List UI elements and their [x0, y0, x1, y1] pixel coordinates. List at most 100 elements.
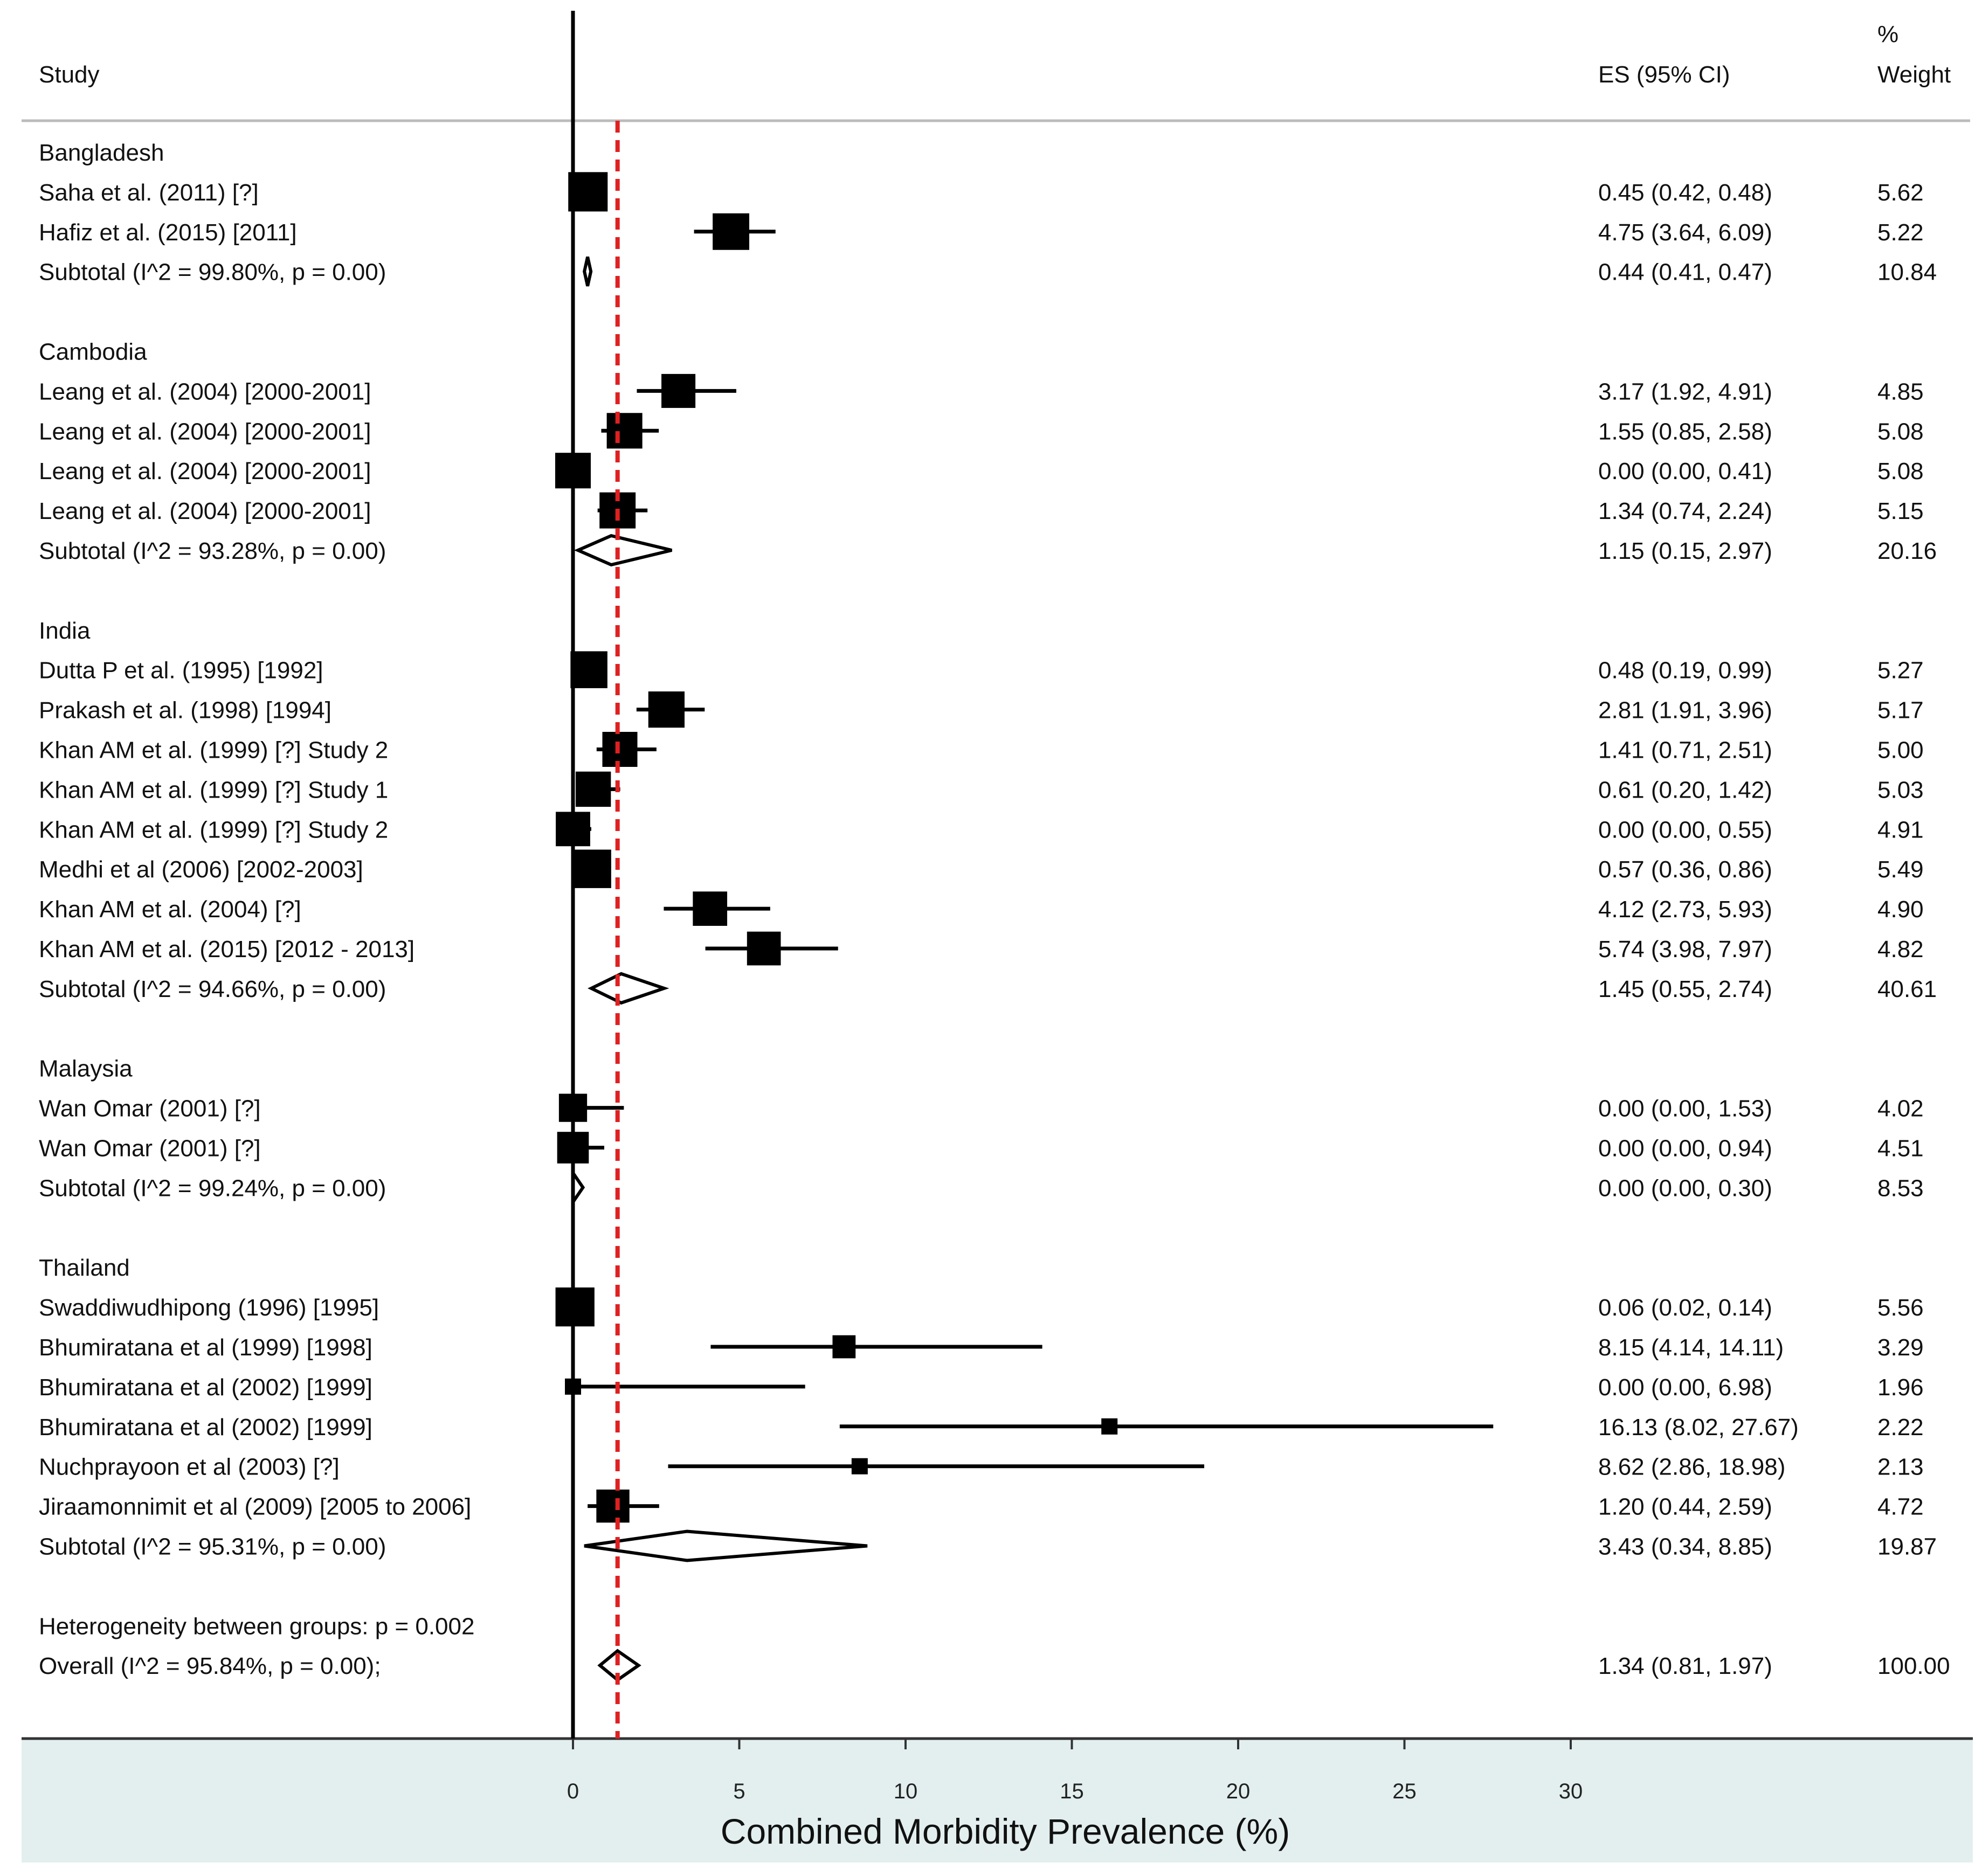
group-label: India	[39, 618, 91, 644]
es-value: 0.48 (0.19, 0.99)	[1598, 657, 1772, 684]
weight-value: 5.08	[1877, 418, 1924, 445]
note-label: Heterogeneity between groups: p = 0.002	[39, 1613, 474, 1639]
axis-band	[22, 1739, 1973, 1863]
study-label: Leang et al. (2004) [2000-2001]	[39, 458, 371, 484]
es-value: 3.17 (1.92, 4.91)	[1598, 378, 1772, 405]
study-marker	[572, 849, 611, 888]
study-marker	[713, 213, 750, 250]
weight-value: 5.62	[1877, 179, 1924, 206]
weight-value: 4.85	[1877, 378, 1924, 405]
weight-value: 4.90	[1877, 896, 1924, 923]
weight-value: 1.96	[1877, 1374, 1924, 1401]
subtotal-label: Subtotal (I^2 = 93.28%, p = 0.00)	[39, 538, 386, 564]
x-axis-title: Combined Morbidity Prevalence (%)	[721, 1811, 1290, 1851]
study-label: Leang et al. (2004) [2000-2001]	[39, 418, 371, 445]
study-marker	[575, 771, 611, 807]
study-label: Bhumiratana et al (1999) [1998]	[39, 1334, 372, 1361]
es-value: 1.15 (0.15, 2.97)	[1598, 538, 1772, 564]
weight-value: 4.82	[1877, 936, 1924, 963]
weight-value: 3.29	[1877, 1334, 1924, 1361]
header-study: Study	[39, 61, 100, 88]
es-value: 2.81 (1.91, 3.96)	[1598, 697, 1772, 724]
es-value: 8.15 (4.14, 14.11)	[1598, 1334, 1784, 1361]
es-value: 0.00 (0.00, 1.53)	[1598, 1096, 1772, 1122]
study-label: Hafiz et al. (2015) [2011]	[39, 219, 297, 246]
weight-value: 2.13	[1877, 1454, 1924, 1480]
weight-value: 5.00	[1877, 737, 1924, 764]
study-label: Khan AM et al. (2015) [2012 - 2013]	[39, 936, 415, 963]
es-value: 0.61 (0.20, 1.42)	[1598, 777, 1772, 803]
study-marker	[596, 1489, 630, 1523]
subtotal-diamond	[583, 257, 593, 287]
header-es: ES (95% CI)	[1598, 61, 1730, 88]
weight-value: 5.17	[1877, 697, 1924, 724]
study-label: Bhumiratana et al (2002) [1999]	[39, 1374, 372, 1401]
x-tick-label: 5	[733, 1780, 745, 1803]
x-axis: 0 5 10 15 20 25 30	[567, 1739, 1583, 1803]
weight-value: 2.22	[1877, 1414, 1924, 1441]
group-label: Bangladesh	[39, 140, 164, 166]
study-marker	[661, 373, 696, 408]
es-value: 1.55 (0.85, 2.58)	[1598, 418, 1772, 445]
study-label: Khan AM et al. (1999) [?] Study 2	[39, 816, 388, 843]
subtotal-label: Subtotal (I^2 = 95.31%, p = 0.00)	[39, 1534, 386, 1560]
es-value: 0.00 (0.00, 0.94)	[1598, 1136, 1772, 1162]
x-tick-label: 30	[1559, 1780, 1583, 1803]
subtotal-label: Subtotal (I^2 = 94.66%, p = 0.00)	[39, 976, 386, 1002]
es-value: 0.00 (0.00, 6.98)	[1598, 1374, 1772, 1401]
es-value: 16.13 (8.02, 27.67)	[1598, 1414, 1799, 1441]
study-label: Leang et al. (2004) [2000-2001]	[39, 498, 371, 524]
study-marker	[648, 691, 685, 728]
weight-value: 20.16	[1877, 538, 1937, 564]
es-value: 0.06 (0.02, 0.14)	[1598, 1294, 1772, 1321]
group-label: Cambodia	[39, 339, 147, 365]
x-tick-label: 20	[1226, 1780, 1251, 1803]
header-weight: Weight	[1877, 61, 1951, 88]
study-label: Nuchprayoon et al (2003) [?]	[39, 1454, 340, 1480]
study-marker	[851, 1458, 868, 1475]
group-label: Malaysia	[39, 1056, 133, 1082]
x-tick-label: 25	[1392, 1780, 1417, 1803]
overall-diamond	[597, 1649, 641, 1682]
study-marker	[555, 1287, 595, 1327]
study-label: Wan Omar (2001) [?]	[39, 1136, 261, 1162]
es-value: 8.62 (2.86, 18.98)	[1598, 1454, 1785, 1480]
study-label: Wan Omar (2001) [?]	[39, 1096, 261, 1122]
study-label: Prakash et al. (1998) [1994]	[39, 697, 332, 724]
subtotal-diamond	[588, 972, 669, 1005]
study-marker	[606, 413, 643, 449]
es-value: 3.43 (0.34, 8.85)	[1598, 1534, 1772, 1560]
weight-value: 40.61	[1877, 976, 1937, 1002]
header-weight-top: %	[1877, 21, 1898, 47]
weight-value: 5.08	[1877, 458, 1924, 484]
study-marker	[570, 651, 607, 688]
weight-value: 4.02	[1877, 1096, 1924, 1122]
subtotal-diamond	[584, 1529, 868, 1562]
study-marker	[832, 1335, 856, 1359]
weight-value: 5.03	[1877, 777, 1924, 803]
es-value: 1.45 (0.55, 2.74)	[1598, 976, 1772, 1002]
group-label: Thailand	[39, 1255, 130, 1281]
es-value: 1.41 (0.71, 2.51)	[1598, 737, 1772, 764]
es-value: 0.45 (0.42, 0.48)	[1598, 179, 1772, 206]
study-label: Swaddiwudhipong (1996) [1995]	[39, 1294, 379, 1321]
weight-value: 10.84	[1877, 259, 1937, 286]
subtotal-label: Subtotal (I^2 = 99.80%, p = 0.00)	[39, 259, 386, 286]
es-value: 0.00 (0.00, 0.55)	[1598, 816, 1772, 843]
weight-value: 5.27	[1877, 657, 1924, 684]
study-marker	[1101, 1418, 1118, 1435]
weight-value: 5.56	[1877, 1294, 1924, 1321]
weight-value: 19.87	[1877, 1534, 1937, 1560]
weight-value: 4.91	[1877, 816, 1924, 843]
x-tick-label: 0	[567, 1780, 579, 1803]
subtotal-label: Subtotal (I^2 = 99.24%, p = 0.00)	[39, 1175, 386, 1201]
es-value: 1.34 (0.81, 1.97)	[1598, 1653, 1772, 1679]
es-value: 5.74 (3.98, 7.97)	[1598, 936, 1772, 963]
study-marker	[693, 891, 728, 926]
es-value: 0.00 (0.00, 0.30)	[1598, 1175, 1772, 1201]
weight-value: 5.22	[1877, 219, 1924, 246]
es-value: 0.44 (0.41, 0.47)	[1598, 259, 1772, 286]
study-label: Leang et al. (2004) [2000-2001]	[39, 378, 371, 405]
weight-value: 4.51	[1877, 1136, 1924, 1162]
